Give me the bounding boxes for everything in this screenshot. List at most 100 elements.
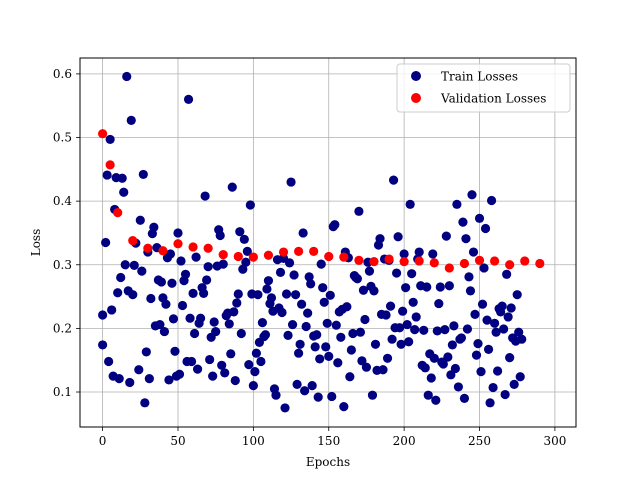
train-point [290,290,301,300]
train-point [471,350,482,360]
x-tick-label: 300 [543,434,566,448]
train-point [176,256,186,266]
y-tick-label: 0.4 [53,194,72,208]
train-point [149,222,159,232]
train-point [125,377,135,388]
train-point [114,374,124,384]
train-point [393,232,403,242]
train-point [239,234,249,244]
train-point [266,293,277,303]
train-point [102,170,112,180]
plot-frame [79,57,577,428]
train-point [205,354,215,365]
train-point [354,206,364,216]
train-point [482,315,492,325]
train-point [287,319,298,330]
train-point [404,337,414,347]
train-point [491,327,501,337]
train-point [180,269,191,279]
train-point [232,298,242,308]
train-point [236,328,246,339]
train-point [120,260,130,270]
validation-point [278,247,289,257]
train-point [161,299,171,309]
train-point [502,269,512,279]
validation-point [535,258,545,269]
train-point [324,351,334,361]
train-point [387,334,397,344]
train-point [357,356,367,366]
train-point [325,290,335,300]
train-point [230,375,240,386]
train-point [330,220,340,230]
train-point [339,402,349,412]
train-point [370,339,381,349]
validation-point [369,256,379,267]
train-point [441,231,451,241]
y-tick-label: 0.5 [53,131,72,145]
validation-point [505,260,515,270]
train-point [174,369,185,379]
train-point [467,190,477,200]
train-point [165,249,176,259]
train-point [367,390,378,400]
train-point [401,283,411,293]
train-point [217,360,227,370]
validation-point [263,250,274,260]
train-point [310,342,320,352]
train-point [473,339,483,349]
train-point [500,389,510,400]
y-tick-label: 0.6 [53,67,72,81]
validation-point [399,256,409,267]
validation-point [414,256,424,266]
train-point [509,379,519,389]
train-point [286,177,296,187]
train-point [405,199,415,209]
train-point [420,363,430,373]
train-point [313,392,323,402]
train-point [244,360,254,370]
train-point [426,373,436,383]
train-point [450,363,460,374]
train-point [116,272,126,283]
validation-point [98,129,108,139]
train-point [423,390,433,400]
train-point [440,325,450,335]
train-point [306,279,316,289]
train-point [375,234,385,244]
train-point [336,332,346,342]
validation-point [143,243,153,253]
train-point [224,319,234,329]
x-tick-label: 50 [170,434,185,448]
train-point [477,299,488,309]
train-point [446,370,456,380]
train-point [327,391,337,402]
train-point [283,330,293,340]
train-point [137,266,147,276]
train-point [275,267,286,278]
train-point [474,213,485,223]
y-tick-label: 0.3 [53,258,72,272]
train-point [321,342,331,352]
train-point [200,191,210,201]
train-point [322,318,332,328]
train-point [292,379,302,389]
train-point [410,325,420,335]
train-point [164,375,174,385]
train-point [346,345,356,355]
train-point [281,289,292,299]
train-point [428,249,438,259]
train-point [101,237,111,248]
train-point [135,215,145,225]
train-point [378,365,388,375]
y-tick-label: 0.2 [53,321,72,335]
train-point [253,290,263,300]
validation-point [474,255,485,265]
train-point [319,297,329,307]
train-point [117,173,127,183]
train-point [489,318,500,328]
train-point [399,249,409,259]
train-point [493,366,503,376]
train-point [297,299,307,309]
train-point [242,246,252,257]
